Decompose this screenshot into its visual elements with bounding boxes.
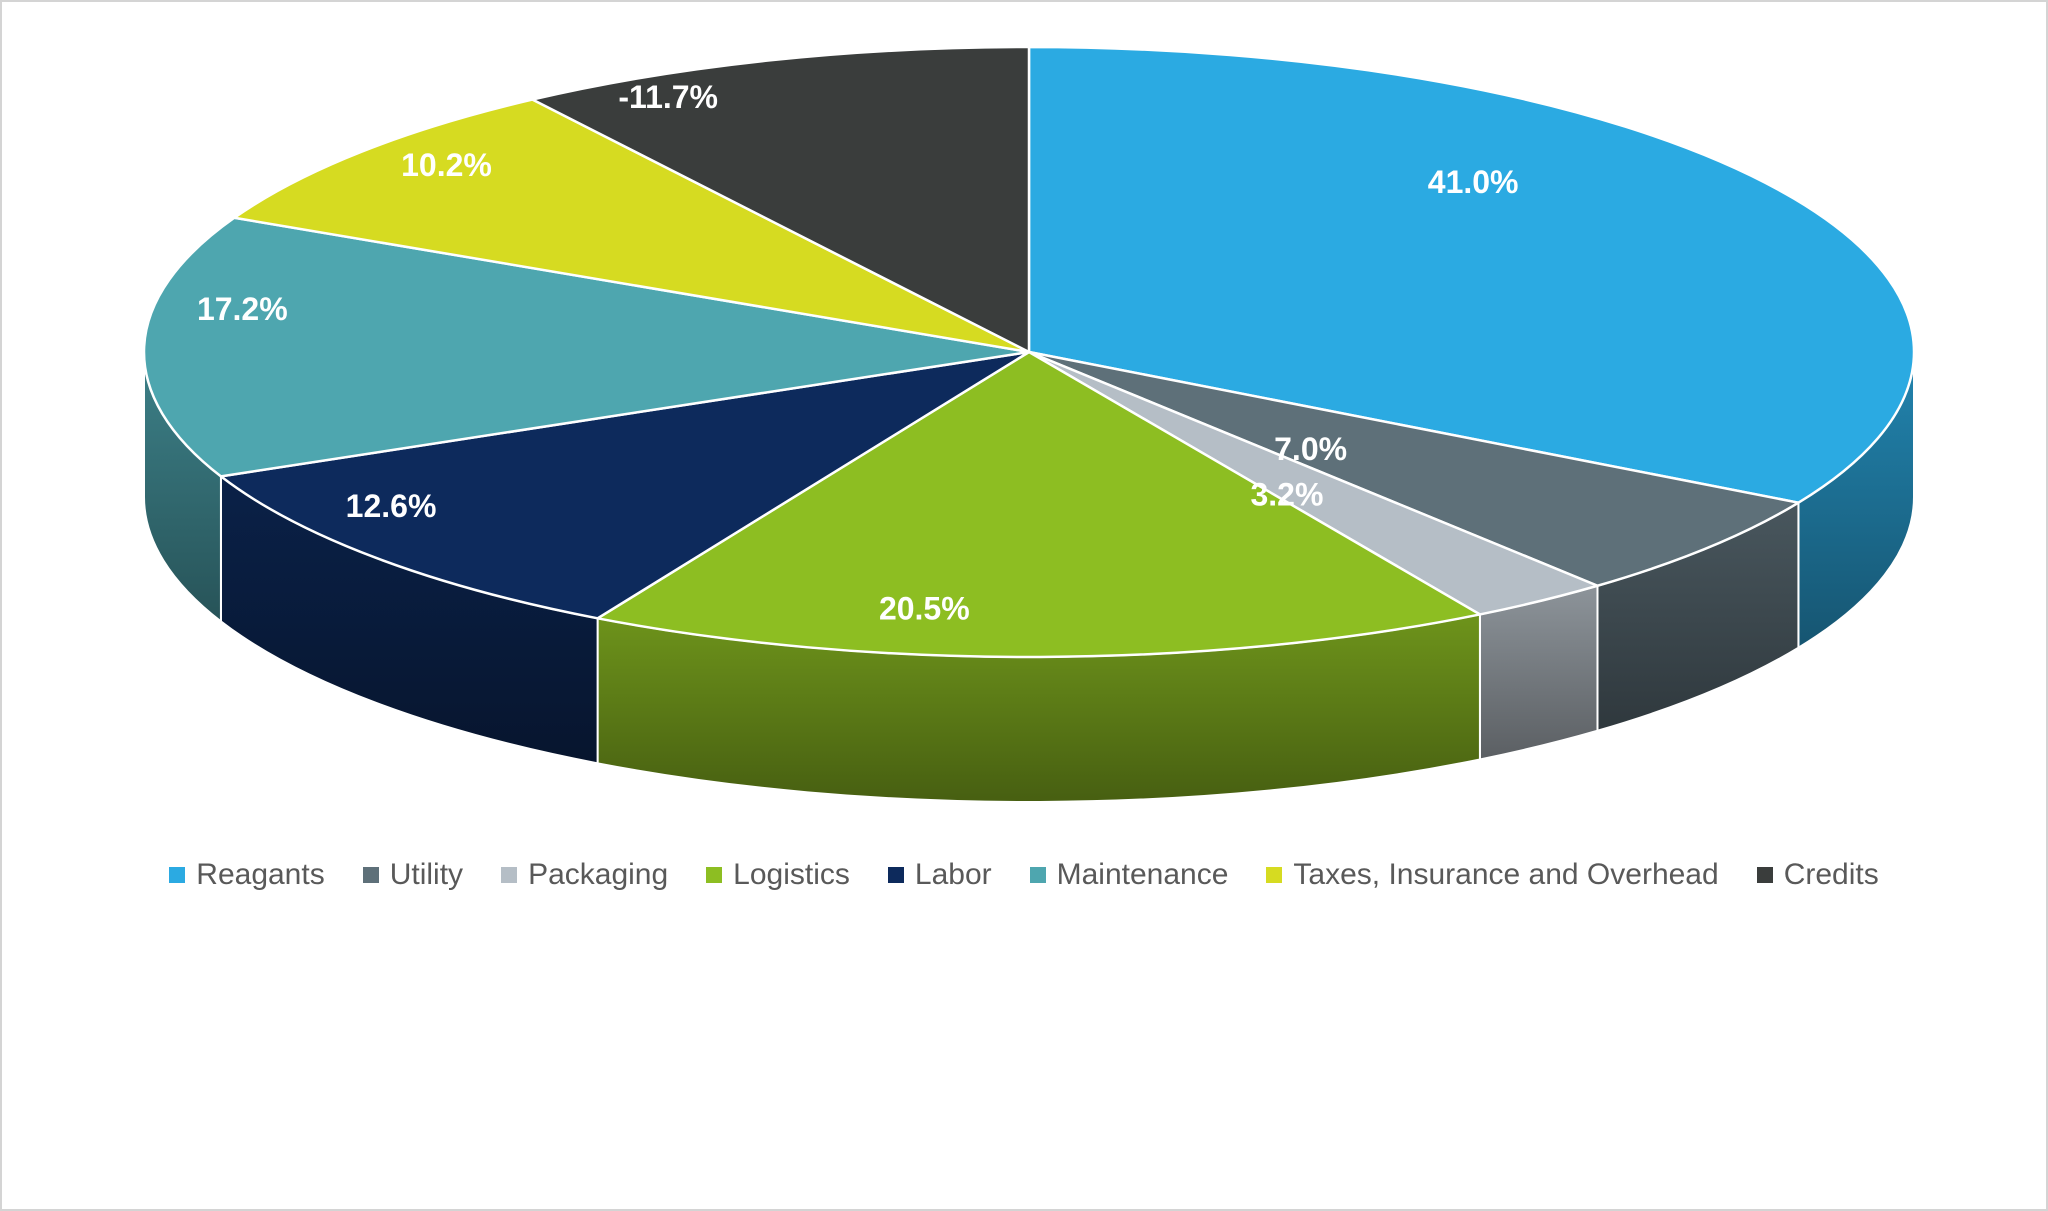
legend-item-taxes-insurance-and-overhead[interactable]: Taxes, Insurance and Overhead [1266, 858, 1719, 892]
slice-label-utility: 7.0% [1274, 431, 1347, 467]
legend-swatch-credits [1756, 867, 1773, 883]
legend-label: Maintenance [1056, 858, 1229, 891]
slice-label-reagants: 41.0% [1428, 164, 1519, 200]
legend-item-packaging[interactable]: Packaging [501, 858, 668, 892]
legend-label: Logistics [733, 858, 850, 891]
pie-chart-svg: 41.0% 7.0% 3.2% 20.5% 12.6% 17.2% 10.2% -11.7% [142, 45, 1916, 803]
legend-label: Packaging [528, 858, 669, 891]
legend-item-credits[interactable]: Credits [1756, 858, 1879, 892]
pie-slice-taxes-insurance-and-overhead[interactable] [233, 98, 1031, 354]
legend-swatch-taxes-insurance-and-overhead [1266, 867, 1283, 883]
legend-swatch-reagants [169, 867, 186, 883]
slice-label-maintenance: 17.2% [197, 291, 288, 327]
chart-legend: Reagants Utility Packaging Logistics Labor Ma… [2, 858, 2046, 892]
legend-item-reagants[interactable]: Reagants [169, 858, 325, 892]
pie-slice-labor[interactable] [219, 350, 1031, 620]
slice-label-logistics: 20.5% [879, 591, 970, 627]
pie-slice-credits[interactable] [531, 45, 1031, 354]
legend-item-labor[interactable]: Labor [887, 858, 992, 892]
legend-label: Utility [389, 858, 464, 891]
legend-swatch-maintenance [1029, 867, 1046, 883]
slice-label-taxes-insurance-and-overhead: 10.2% [401, 147, 492, 183]
legend-label: Credits [1783, 858, 1879, 891]
legend-swatch-labor [887, 867, 904, 883]
pie-slice-utility[interactable] [1027, 350, 1800, 588]
legend-item-logistics[interactable]: Logistics [706, 858, 850, 892]
slice-label-packaging: 3.2% [1250, 476, 1323, 512]
pie-slice-reagants[interactable] [1027, 45, 1916, 504]
legend-swatch-packaging [501, 867, 518, 883]
legend-swatch-logistics [706, 867, 723, 883]
legend-label: Reagants [196, 858, 325, 891]
legend-item-maintenance[interactable]: Maintenance [1029, 858, 1229, 892]
slice-label-credits: -11.7% [618, 79, 718, 115]
legend-item-utility[interactable]: Utility [362, 858, 464, 892]
slice-label-labor: 12.6% [346, 488, 437, 524]
legend-swatch-utility [362, 867, 379, 883]
pie-slice-maintenance[interactable] [142, 216, 1031, 478]
pie-slice-logistics[interactable] [596, 350, 1482, 659]
legend-label: Taxes, Insurance and Overhead [1293, 858, 1719, 891]
legend-label: Labor [914, 858, 992, 891]
